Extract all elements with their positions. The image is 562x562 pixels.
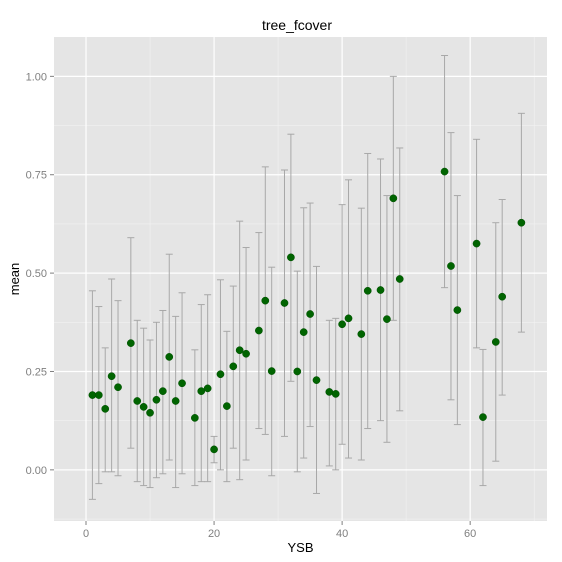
data-point xyxy=(287,253,295,262)
y-tick-label: 1.00 xyxy=(26,71,47,83)
x-axis-title: YSB xyxy=(287,540,313,555)
data-point xyxy=(472,239,481,248)
data-point xyxy=(216,370,225,379)
data-point xyxy=(223,402,231,410)
data-point xyxy=(165,353,174,361)
chart-title: tree_fcover xyxy=(262,17,332,33)
data-point xyxy=(479,413,487,421)
data-point xyxy=(88,391,97,399)
y-tick-label: 0.00 xyxy=(26,465,47,477)
data-point xyxy=(299,328,308,336)
data-point xyxy=(383,315,391,323)
data-point xyxy=(152,395,161,404)
x-axis-ticks: 0 20 40 60 xyxy=(83,521,476,540)
data-point xyxy=(293,367,302,376)
x-tick-label: 0 xyxy=(83,528,89,540)
data-point xyxy=(363,286,372,295)
data-point xyxy=(203,384,212,393)
data-point xyxy=(357,330,366,338)
minor-gridlines xyxy=(54,37,547,521)
data-point xyxy=(331,390,340,398)
data-point xyxy=(325,388,334,396)
y-tick-label: 0.75 xyxy=(26,170,47,182)
data-point xyxy=(171,397,180,405)
data-point xyxy=(255,326,263,335)
data-point xyxy=(210,445,218,454)
data-point xyxy=(139,403,148,411)
data-point xyxy=(267,367,276,375)
data-point xyxy=(101,405,110,413)
data-point xyxy=(133,397,142,405)
data-point xyxy=(229,362,238,371)
data-point xyxy=(94,391,103,399)
data-point xyxy=(126,339,135,347)
y-tick-label: 0.25 xyxy=(26,366,47,378)
x-tick-label: 20 xyxy=(208,528,220,540)
data-point xyxy=(338,320,346,329)
data-point xyxy=(389,194,398,203)
data-point xyxy=(191,414,199,422)
data-point xyxy=(498,292,507,301)
data-point xyxy=(242,349,250,358)
y-axis-ticks: 0.00 0.25 0.50 0.75 1.00 xyxy=(26,71,54,477)
data-point xyxy=(261,296,270,305)
data-point xyxy=(395,275,404,283)
data-point xyxy=(158,387,167,395)
data-point xyxy=(114,383,122,392)
data-point xyxy=(453,306,462,314)
data-point xyxy=(440,167,449,176)
data-point xyxy=(197,387,206,395)
data-point xyxy=(280,299,289,307)
data-point xyxy=(312,376,321,384)
data-point xyxy=(344,314,353,323)
data-point xyxy=(178,379,186,388)
x-tick-label: 40 xyxy=(336,528,348,540)
data-point xyxy=(491,338,500,346)
data-point xyxy=(107,372,116,381)
data-point xyxy=(376,286,385,294)
data-point xyxy=(235,346,244,355)
plot-panel xyxy=(54,37,547,521)
y-axis-title: mean xyxy=(7,263,22,296)
data-point xyxy=(517,218,526,227)
data-point xyxy=(146,408,154,417)
data-points xyxy=(88,167,526,454)
data-point xyxy=(306,310,314,318)
y-tick-label: 0.50 xyxy=(26,268,47,280)
x-tick-label: 60 xyxy=(464,528,476,540)
data-point xyxy=(447,262,455,270)
